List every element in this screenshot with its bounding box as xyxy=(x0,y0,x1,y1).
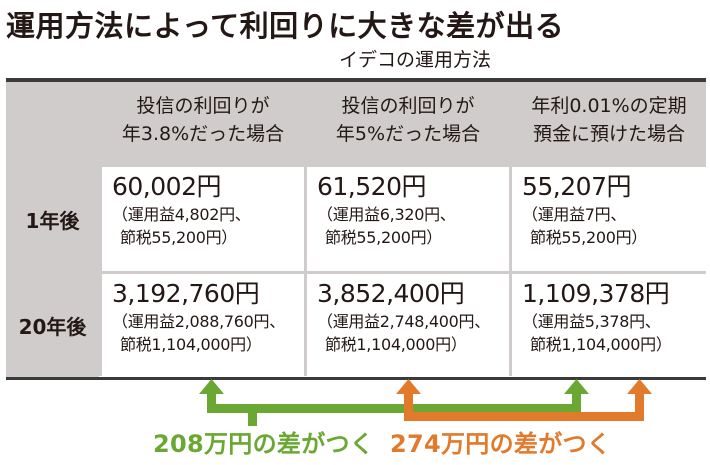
column-header-line1: 年利0.01%の定期 xyxy=(531,95,687,117)
breakdown-line2: 節税1,104,000円） xyxy=(530,335,672,354)
column-header-line1: 投信の利回りが xyxy=(136,95,270,117)
table-cell: 60,002円 （運用益4,802円、 節税55,200円） xyxy=(102,167,304,271)
table-cell: 3,192,760円 （運用益2,088,760円、 節税1,104,000円） xyxy=(102,274,304,377)
difference-label-orange: 274万円の差がつく xyxy=(390,430,612,458)
row-label-20-years: 20年後 xyxy=(6,274,99,377)
column-header-deposit: 年利0.01%の定期 預金に預けた場合 xyxy=(512,82,706,164)
table-cell: 3,852,400円 （運用益2,748,400円、 節税1,104,000円） xyxy=(307,274,509,377)
breakdown-line1: （運用益7円、 xyxy=(522,205,627,224)
column-header-line1: 投信の利回りが xyxy=(341,95,475,117)
table-top-rule xyxy=(6,78,706,82)
breakdown-line2: 節税1,104,000円） xyxy=(325,335,467,354)
breakdown-line1: （運用益2,748,400円、 xyxy=(317,312,490,331)
table-cell: 55,207円 （運用益7円、 節税55,200円） xyxy=(512,167,706,271)
header-corner xyxy=(6,82,99,164)
amount: 55,207円 xyxy=(522,172,631,201)
table-cell: 1,109,378円 （運用益5,378円、 節税1,104,000円） xyxy=(512,274,706,377)
breakdown-line1: （運用益4,802円、 xyxy=(112,205,251,224)
amount: 3,852,400円 xyxy=(317,279,465,308)
row-label-1-year: 1年後 xyxy=(6,167,99,271)
green-bracket-arrow xyxy=(199,379,589,426)
table-cell: 61,520円 （運用益6,320円、 節税55,200円） xyxy=(307,167,509,271)
amount: 1,109,378円 xyxy=(522,279,670,308)
breakdown-line1: （運用益5,378円、 xyxy=(522,312,661,331)
page-title: 運用方法によって利回りに大きな差が出る xyxy=(6,9,565,43)
column-header-fund-3.8: 投信の利回りが 年3.8%だった場合 xyxy=(102,82,304,164)
breakdown-line2: 節税55,200円） xyxy=(530,228,647,247)
difference-label-green: 208万円の差がつく xyxy=(153,430,375,458)
column-header-line2: 年5%だった場合 xyxy=(335,123,481,145)
table-bottom-rule xyxy=(6,377,706,380)
column-header-fund-5: 投信の利回りが 年5%だった場合 xyxy=(307,82,509,164)
column-header-line2: 預金に預けた場合 xyxy=(532,123,685,145)
orange-bracket-arrow xyxy=(396,379,652,421)
breakdown-line1: （運用益6,320円、 xyxy=(317,205,456,224)
breakdown-line2: 節税55,200円） xyxy=(325,228,442,247)
amount: 3,192,760円 xyxy=(112,279,260,308)
breakdown-line2: 節税1,104,000円） xyxy=(120,335,262,354)
amount: 61,520円 xyxy=(317,172,426,201)
breakdown-line2: 節税55,200円） xyxy=(120,228,237,247)
amount: 60,002円 xyxy=(112,172,221,201)
column-header-line2: 年3.8%だった場合 xyxy=(121,123,285,145)
breakdown-line1: （運用益2,088,760円、 xyxy=(112,312,285,331)
table-caption: イデコの運用方法 xyxy=(338,49,491,71)
